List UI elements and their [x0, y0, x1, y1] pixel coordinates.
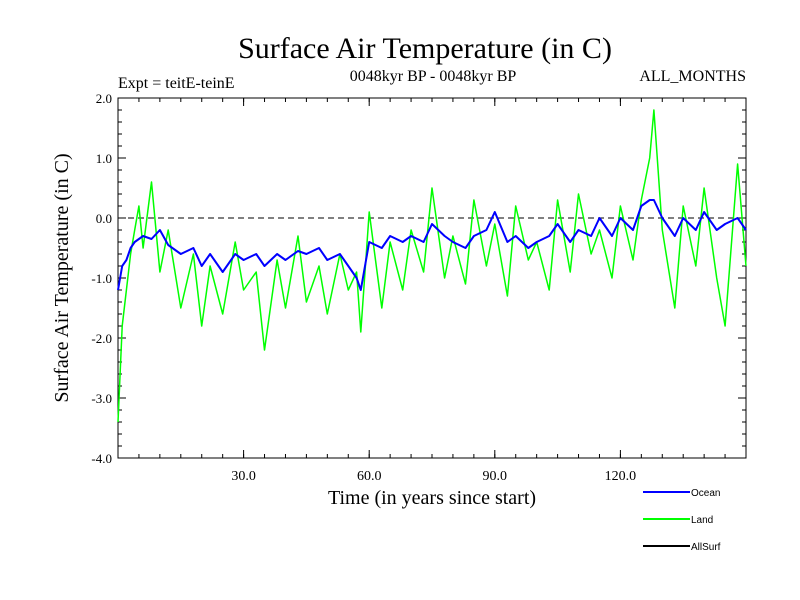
y-axis-label: Surface Air Temperature (in C): [51, 153, 73, 402]
x-tick-label: 60.0: [357, 469, 382, 484]
months-label: ALL_MONTHS: [639, 68, 746, 85]
legend: Ocean Land AllSurf: [643, 488, 721, 553]
legend-label-allsurf: AllSurf: [691, 542, 721, 553]
plot-frame: [117, 97, 747, 459]
legend-label-land: Land: [691, 515, 713, 526]
y-tick-label: -3.0: [91, 391, 112, 406]
y-axis-ticks: 2.0 1.0 0.0 -1.0 -2.0 -3.0 -4.0: [91, 91, 746, 466]
x-tick-label: 30.0: [231, 469, 256, 484]
plot-area: 2.0 1.0 0.0 -1.0 -2.0 -3.0 -4.0 30.0 60.0 90.0 12…: [91, 91, 747, 484]
x-axis-label: Time (in years since start): [328, 487, 536, 509]
series-line-land: [117, 109, 747, 423]
chart-subtitle: 0048kyr BP - 0048kyr BP: [350, 68, 517, 85]
y-tick-label: 2.0: [96, 91, 112, 106]
x-axis-ticks: 30.0 60.0 90.0 120.0: [117, 98, 747, 484]
y-tick-label: -1.0: [91, 271, 112, 286]
legend-label-ocean: Ocean: [691, 488, 720, 499]
series-line-ocean: [117, 199, 747, 291]
chart-title: Surface Air Temperature (in C): [238, 32, 612, 65]
y-tick-label: 1.0: [96, 151, 112, 166]
y-tick-label: -2.0: [91, 331, 112, 346]
experiment-label: Expt = teitE-teinE: [118, 75, 235, 92]
x-tick-label: 90.0: [483, 469, 508, 484]
y-tick-label: -4.0: [91, 451, 112, 466]
x-tick-label: 120.0: [605, 469, 637, 484]
y-tick-label: 0.0: [96, 211, 112, 226]
